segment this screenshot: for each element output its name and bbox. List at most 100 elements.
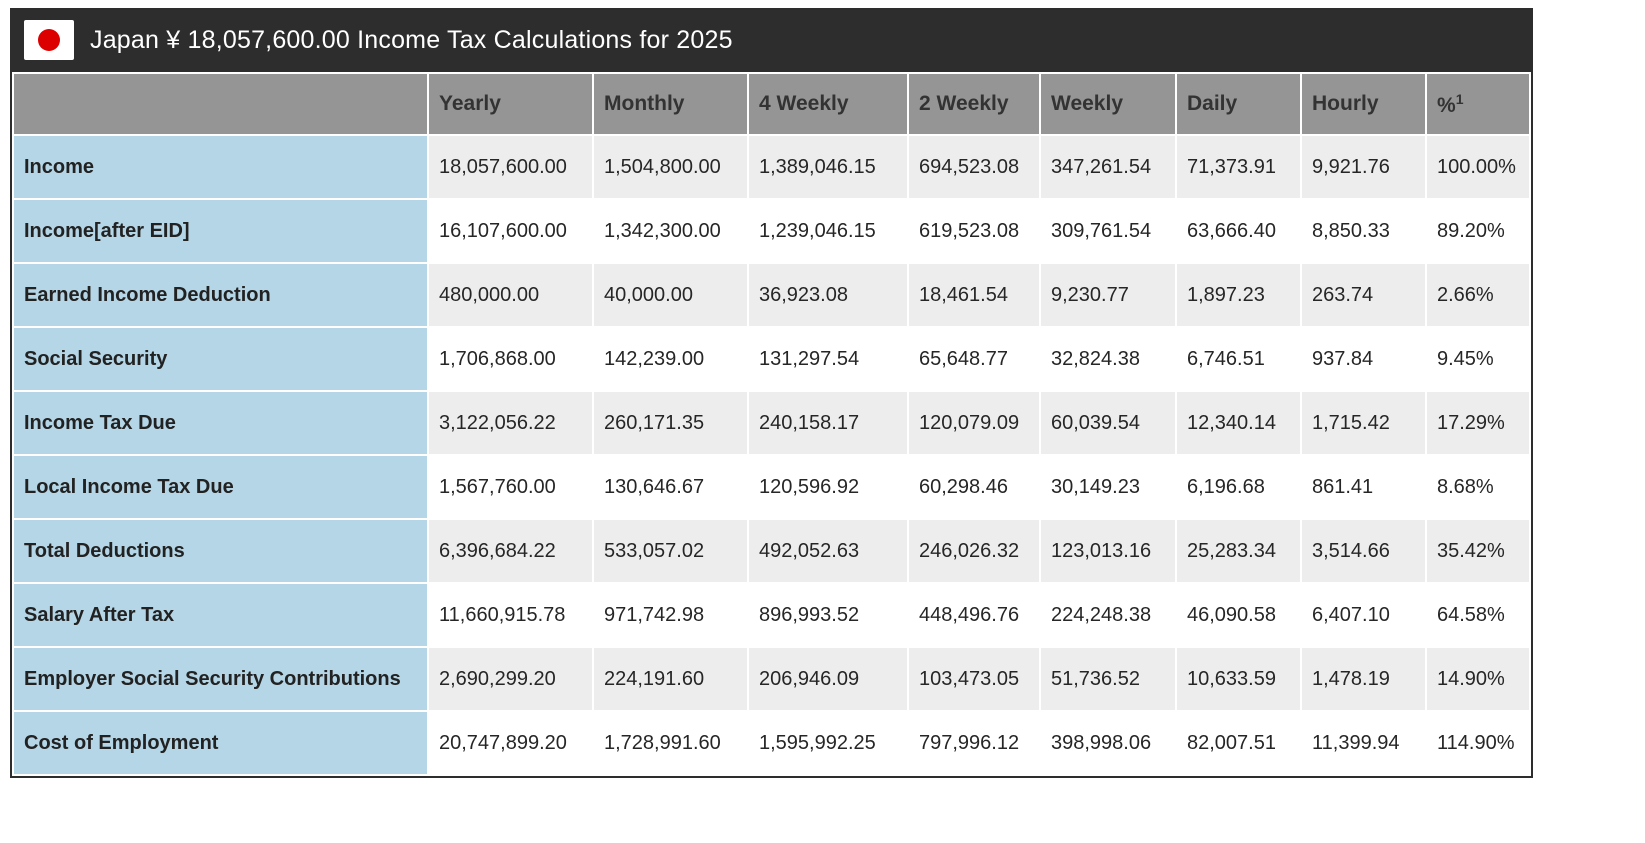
cell-value: 240,158.17 (749, 392, 907, 454)
page-title: Japan ¥ 18,057,600.00 Income Tax Calcula… (90, 25, 733, 54)
japan-flag-sun (38, 29, 60, 51)
cell-value: 11,399.94 (1302, 712, 1425, 774)
cell-value: 12,340.14 (1177, 392, 1300, 454)
cell-value: 65,648.77 (909, 328, 1039, 390)
table-row: Income Tax Due 3,122,056.22 260,171.35 240,… (14, 392, 1529, 454)
cell-value: 82,007.51 (1177, 712, 1300, 774)
row-label: Social Security (14, 328, 427, 390)
cell-value: 1,706,868.00 (429, 328, 592, 390)
cell-value: 46,090.58 (1177, 584, 1300, 646)
cell-value: 63,666.40 (1177, 200, 1300, 262)
title-bar: Japan ¥ 18,057,600.00 Income Tax Calcula… (10, 8, 1533, 72)
cell-value: 1,728,991.60 (594, 712, 747, 774)
table-row: Cost of Employment 20,747,899.20 1,728,991… (14, 712, 1529, 774)
row-label: Income Tax Due (14, 392, 427, 454)
cell-value: 18,461.54 (909, 264, 1039, 326)
cell-value: 1,239,046.15 (749, 200, 907, 262)
cell-value: 8.68% (1427, 456, 1529, 518)
column-header: Yearly (429, 74, 592, 134)
cell-value: 9,230.77 (1041, 264, 1175, 326)
cell-value: 619,523.08 (909, 200, 1039, 262)
cell-value: 142,239.00 (594, 328, 747, 390)
cell-value: 206,946.09 (749, 648, 907, 710)
cell-value: 448,496.76 (909, 584, 1039, 646)
cell-value: 1,478.19 (1302, 648, 1425, 710)
cell-value: 9.45% (1427, 328, 1529, 390)
row-label: Total Deductions (14, 520, 427, 582)
row-label: Salary After Tax (14, 584, 427, 646)
cell-value: 18,057,600.00 (429, 136, 592, 198)
cell-value: 2.66% (1427, 264, 1529, 326)
cell-value: 35.42% (1427, 520, 1529, 582)
cell-value: 1,715.42 (1302, 392, 1425, 454)
cell-value: 896,993.52 (749, 584, 907, 646)
table-row: Earned Income Deduction 480,000.00 40,000.… (14, 264, 1529, 326)
cell-value: 1,897.23 (1177, 264, 1300, 326)
cell-value: 2,690,299.20 (429, 648, 592, 710)
column-header: Hourly (1302, 74, 1425, 134)
table-header-row: Yearly Monthly 4 Weekly 2 Weekly Weekly Daily… (14, 74, 1529, 134)
cell-value: 17.29% (1427, 392, 1529, 454)
cell-value: 263.74 (1302, 264, 1425, 326)
cell-value: 123,013.16 (1041, 520, 1175, 582)
cell-value: 8,850.33 (1302, 200, 1425, 262)
cell-value: 3,122,056.22 (429, 392, 592, 454)
cell-value: 797,996.12 (909, 712, 1039, 774)
column-header: %1 (1427, 74, 1529, 134)
cell-value: 32,824.38 (1041, 328, 1175, 390)
cell-value: 71,373.91 (1177, 136, 1300, 198)
column-header: 4 Weekly (749, 74, 907, 134)
table-row: Income 18,057,600.00 1,504,800.00 1,389,046… (14, 136, 1529, 198)
cell-value: 120,596.92 (749, 456, 907, 518)
cell-value: 36,923.08 (749, 264, 907, 326)
table-row: Salary After Tax 11,660,915.78 971,742.98 8… (14, 584, 1529, 646)
table-row: Total Deductions 6,396,684.22 533,057.02 49… (14, 520, 1529, 582)
cell-value: 25,283.34 (1177, 520, 1300, 582)
row-label: Income[after EID] (14, 200, 427, 262)
row-label: Local Income Tax Due (14, 456, 427, 518)
cell-value: 1,567,760.00 (429, 456, 592, 518)
tax-table-container: Yearly Monthly 4 Weekly 2 Weekly Weekly Daily… (10, 72, 1533, 778)
cell-value: 224,248.38 (1041, 584, 1175, 646)
cell-value: 103,473.05 (909, 648, 1039, 710)
row-label: Employer Social Security Contributions (14, 648, 427, 710)
cell-value: 11,660,915.78 (429, 584, 592, 646)
table-row: Employer Social Security Contributions 2,… (14, 648, 1529, 710)
table-body: Income 18,057,600.00 1,504,800.00 1,389,046… (14, 136, 1529, 774)
cell-value: 1,389,046.15 (749, 136, 907, 198)
table-row: Social Security 1,706,868.00 142,239.00 131… (14, 328, 1529, 390)
cell-value: 861.41 (1302, 456, 1425, 518)
footnote-marker: 1 (1455, 90, 1464, 107)
cell-value: 398,998.06 (1041, 712, 1175, 774)
cell-value: 1,595,992.25 (749, 712, 907, 774)
cell-value: 246,026.32 (909, 520, 1039, 582)
table-row: Local Income Tax Due 1,567,760.00 130,646.… (14, 456, 1529, 518)
cell-value: 1,504,800.00 (594, 136, 747, 198)
cell-value: 6,407.10 (1302, 584, 1425, 646)
row-label: Earned Income Deduction (14, 264, 427, 326)
cell-value: 3,514.66 (1302, 520, 1425, 582)
cell-value: 10,633.59 (1177, 648, 1300, 710)
cell-value: 16,107,600.00 (429, 200, 592, 262)
row-label: Income (14, 136, 427, 198)
cell-value: 6,746.51 (1177, 328, 1300, 390)
cell-value: 89.20% (1427, 200, 1529, 262)
cell-value: 114.90% (1427, 712, 1529, 774)
column-header: Monthly (594, 74, 747, 134)
cell-value: 694,523.08 (909, 136, 1039, 198)
cell-value: 971,742.98 (594, 584, 747, 646)
japan-flag-icon (24, 20, 74, 60)
cell-value: 14.90% (1427, 648, 1529, 710)
tax-table: Yearly Monthly 4 Weekly 2 Weekly Weekly Daily… (12, 72, 1531, 776)
table-head: Yearly Monthly 4 Weekly 2 Weekly Weekly Daily… (14, 74, 1529, 134)
cell-value: 6,396,684.22 (429, 520, 592, 582)
cell-value: 1,342,300.00 (594, 200, 747, 262)
cell-value: 347,261.54 (1041, 136, 1175, 198)
cell-value: 51,736.52 (1041, 648, 1175, 710)
cell-value: 60,039.54 (1041, 392, 1175, 454)
cell-value: 30,149.23 (1041, 456, 1175, 518)
cell-value: 224,191.60 (594, 648, 747, 710)
cell-value: 40,000.00 (594, 264, 747, 326)
cell-value: 64.58% (1427, 584, 1529, 646)
